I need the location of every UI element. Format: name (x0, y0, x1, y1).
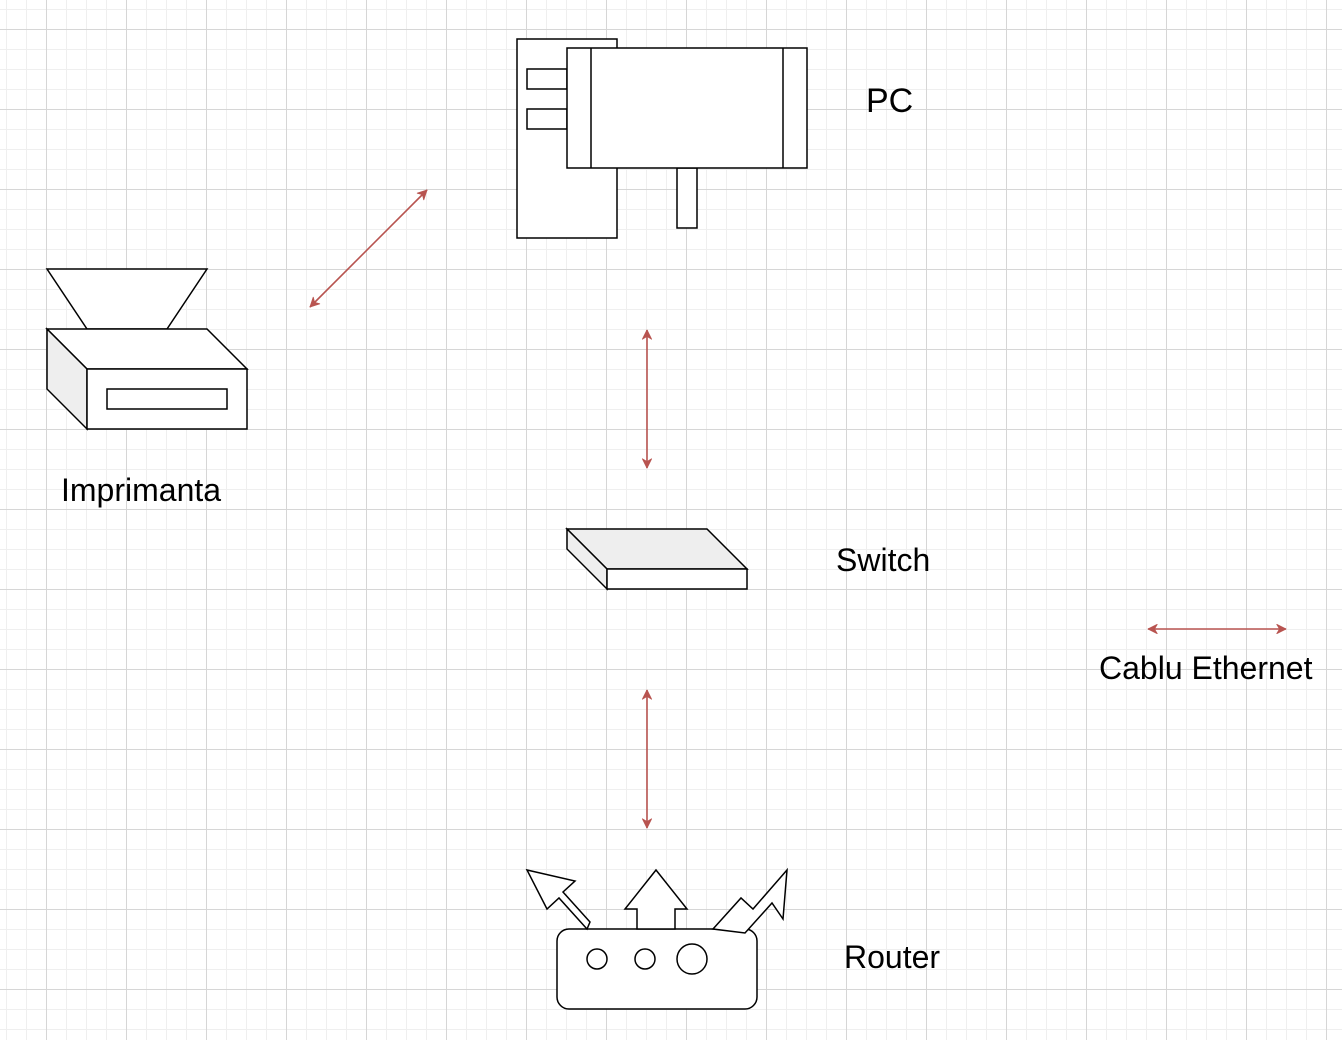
printer-icon[interactable] (45, 268, 249, 431)
router-icon[interactable] (525, 867, 788, 1010)
pc-label: PC (866, 82, 913, 120)
legend-label: Cablu Ethernet (1099, 650, 1313, 686)
printer-label: Imprimanta (61, 472, 221, 508)
pc-icon[interactable] (516, 38, 808, 239)
printer-pc-cable[interactable] (309, 189, 428, 308)
switch-label: Switch (836, 542, 930, 578)
router-label: Router (844, 939, 940, 975)
switch-icon[interactable] (565, 527, 749, 591)
